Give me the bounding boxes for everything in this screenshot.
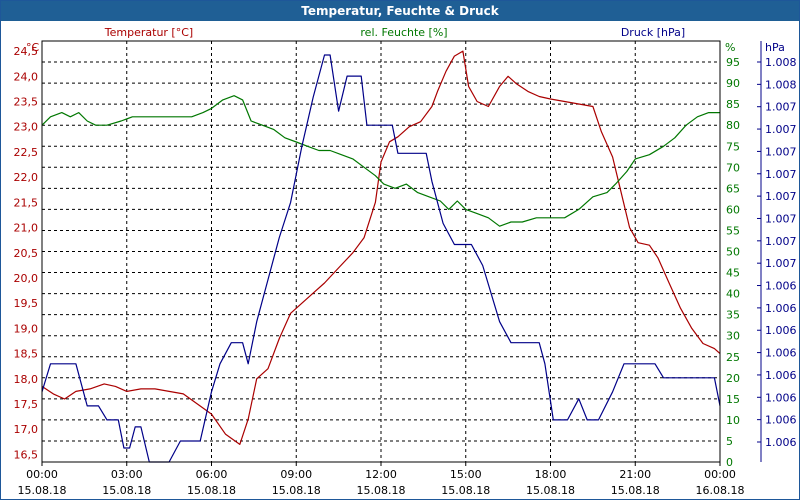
humidity-tick-label: 25 <box>726 351 740 364</box>
humidity-tick-label: 10 <box>726 414 740 427</box>
humidity-tick-label: 70 <box>726 161 740 174</box>
temperature-axis-title: Temperatur [°C] <box>104 26 193 39</box>
humidity-tick-label: 60 <box>726 203 740 216</box>
humidity-axis-title: rel. Feuchte [%] <box>360 26 447 39</box>
x-tick-date-label: 15.08.18 <box>272 484 321 497</box>
temperature-tick-label: 22,5 <box>14 146 39 159</box>
pressure-tick-label: 1.007 <box>765 257 797 270</box>
pressure-tick-label: 1.007 <box>765 212 797 225</box>
humidity-tick-label: 15 <box>726 393 740 406</box>
temperature-tick-label: 22,0 <box>14 171 39 184</box>
x-tick-date-label: 15.08.18 <box>357 484 406 497</box>
pressure-tick-label: 1.008 <box>765 56 797 69</box>
humidity-tick-label: 20 <box>726 372 740 385</box>
humidity-tick-label: 35 <box>726 309 740 322</box>
x-tick-time-label: 18:00 <box>535 468 567 481</box>
temperature-tick-label: 18,0 <box>14 373 39 386</box>
x-tick-date-label: 15.08.18 <box>441 484 490 497</box>
temperature-tick-label: 23,5 <box>14 96 39 109</box>
x-tick-time-label: 21:00 <box>619 468 651 481</box>
pressure-axis-title: Druck [hPa] <box>621 26 685 39</box>
pressure-tick-label: 1.007 <box>765 190 797 203</box>
pressure-tick-label: 1.007 <box>765 235 797 248</box>
humidity-tick-label: 5 <box>726 435 733 448</box>
humidity-tick-label: 0 <box>726 456 733 469</box>
humidity-tick-label: 85 <box>726 98 740 111</box>
temperature-unit-label: °C <box>26 41 40 54</box>
pressure-tick-label: 1.006 <box>765 369 797 382</box>
temperature-tick-label: 19,5 <box>14 297 39 310</box>
temperature-tick-label: 18,5 <box>14 348 39 361</box>
series-line-pressure <box>41 54 721 463</box>
x-tick-time-label: 06:00 <box>196 468 228 481</box>
humidity-tick-label: 65 <box>726 182 740 195</box>
pressure-tick-label: 1.006 <box>765 391 797 404</box>
humidity-tick-label: 90 <box>726 77 740 90</box>
pressure-tick-label: 1.007 <box>765 123 797 136</box>
x-tick-date-label: 15.08.18 <box>611 484 660 497</box>
pressure-tick-label: 1.006 <box>765 436 797 449</box>
temperature-tick-label: 20,0 <box>14 272 39 285</box>
temperature-tick-label: 17,5 <box>14 398 39 411</box>
humidity-tick-label: 55 <box>726 224 740 237</box>
temperature-tick-label: 24,5 <box>14 45 39 58</box>
temperature-tick-label: 21,0 <box>14 222 39 235</box>
x-tick-date-label: 15.08.18 <box>18 484 67 497</box>
plot-border <box>41 40 721 463</box>
pressure-tick-label: 1.007 <box>765 101 797 114</box>
humidity-tick-label: 75 <box>726 140 740 153</box>
pressure-unit-label: hPa <box>765 41 785 54</box>
humidity-unit-label: % <box>725 41 735 54</box>
pressure-tick-label: 1.006 <box>765 414 797 427</box>
pressure-tick-label: 1.006 <box>765 302 797 315</box>
temperature-tick-label: 19,0 <box>14 322 39 335</box>
pressure-tick-label: 1.008 <box>765 78 797 91</box>
temperature-tick-label: 16,5 <box>14 448 39 461</box>
x-tick-date-label: 15.08.18 <box>102 484 151 497</box>
x-tick-date-label: 15.08.18 <box>187 484 236 497</box>
pressure-tick-label: 1.006 <box>765 347 797 360</box>
temperature-tick-label: 20,5 <box>14 247 39 260</box>
temperature-tick-label: 24,0 <box>14 70 39 83</box>
x-tick-time-label: 09:00 <box>280 468 312 481</box>
temperature-tick-label: 23,0 <box>14 121 39 134</box>
x-tick-time-label: 03:00 <box>111 468 143 481</box>
temperature-tick-label: 17,0 <box>14 423 39 436</box>
pressure-tick-label: 1.006 <box>765 324 797 337</box>
x-tick-time-label: 00:00 <box>704 468 736 481</box>
humidity-tick-label: 50 <box>726 246 740 259</box>
pressure-tick-label: 1.007 <box>765 168 797 181</box>
humidity-tick-label: 95 <box>726 56 740 69</box>
chart-title: Temperatur, Feuchte & Druck <box>1 1 799 21</box>
temperature-tick-label: 21,5 <box>14 196 39 209</box>
x-tick-date-label: 15.08.18 <box>526 484 575 497</box>
series-line-humidity <box>41 95 720 227</box>
pressure-tick-label: 1.007 <box>765 145 797 158</box>
x-tick-date-label: 16.08.18 <box>696 484 745 497</box>
humidity-tick-label: 80 <box>726 119 740 132</box>
pressure-tick-label: 1.006 <box>765 280 797 293</box>
humidity-tick-label: 45 <box>726 267 740 280</box>
humidity-tick-label: 30 <box>726 330 740 343</box>
humidity-tick-label: 40 <box>726 288 740 301</box>
x-tick-time-label: 00:00 <box>26 468 58 481</box>
x-tick-time-label: 15:00 <box>450 468 482 481</box>
x-tick-time-label: 12:00 <box>365 468 397 481</box>
